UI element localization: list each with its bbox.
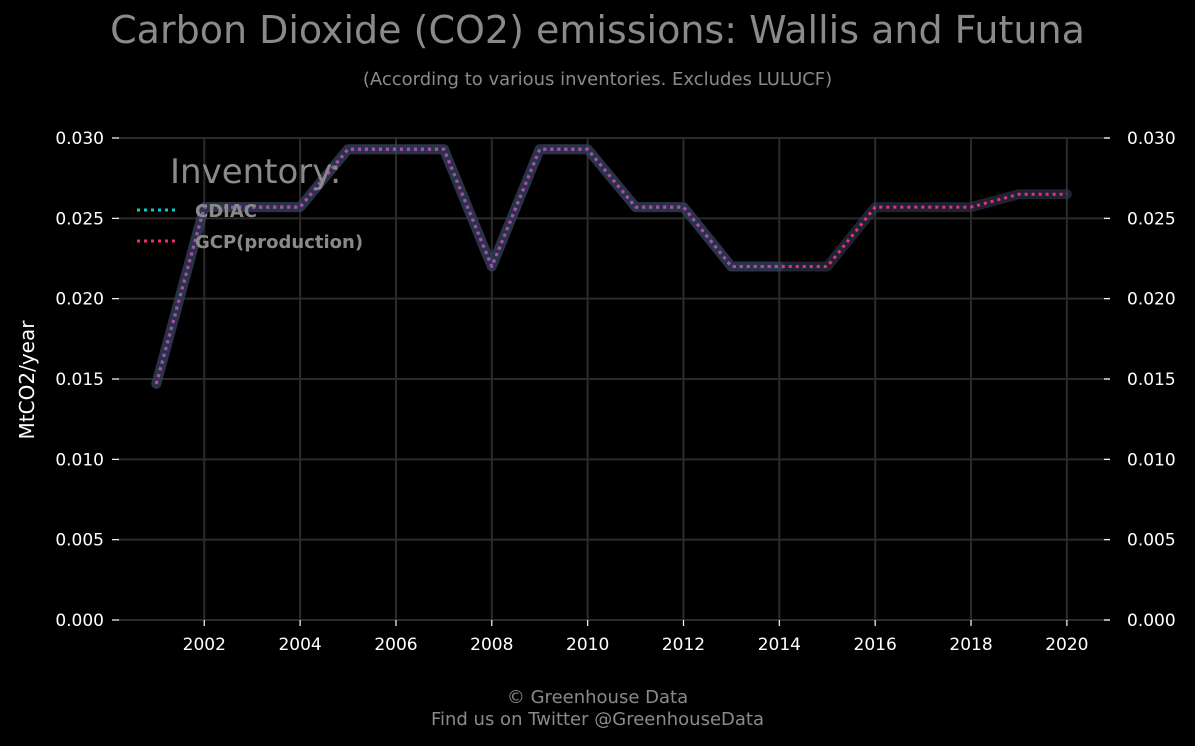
y-tick-label-left: 0.025: [55, 209, 104, 229]
y-tick-label-right: 0.000: [1127, 611, 1176, 631]
x-tick-label: 2014: [758, 635, 801, 655]
x-tick-label: 2018: [949, 635, 992, 655]
x-tick-label: 2020: [1045, 635, 1088, 655]
axes: 0.000 0.000 0.005 0.005 0.010 0.010 0.015 0.015…: [15, 129, 1176, 655]
y-tick-label-right: 0.030: [1127, 129, 1176, 149]
x-tick-label: 2004: [278, 635, 321, 655]
x-tick-label: 2012: [662, 635, 705, 655]
chart-subtitle: (According to various inventories. Exclu…: [362, 69, 833, 90]
legend-label: GCP(production): [195, 232, 363, 253]
y-tick-label-left: 0.000: [55, 611, 104, 631]
y-tick-label-left: 0.015: [55, 370, 104, 390]
y-tick-label-left: 0.010: [55, 450, 104, 470]
y-tick-label-right: 0.015: [1127, 370, 1176, 390]
y-tick-label-left: 0.020: [55, 290, 104, 310]
y-tick-label-right: 0.005: [1127, 531, 1176, 551]
y-axis-label: MtCO2/year: [15, 320, 39, 440]
x-tick-label: 2002: [183, 635, 226, 655]
x-tick-label: 2016: [854, 635, 897, 655]
footer-twitter: Find us on Twitter @GreenhouseData: [430, 709, 765, 730]
y-tick-label-right: 0.025: [1127, 209, 1176, 229]
grid: [118, 137, 1110, 621]
series: [151, 144, 1072, 389]
y-tick-label-right: 0.010: [1127, 450, 1176, 470]
series-line-gcp-production: [154, 147, 1067, 385]
x-tick-label: 2006: [374, 635, 417, 655]
x-tick-label: 2008: [470, 635, 513, 655]
legend-label: CDIAC: [195, 201, 257, 222]
chart-title: Carbon Dioxide (CO2) emissions: Wallis a…: [110, 8, 1085, 52]
series-overlap-line: [154, 147, 780, 385]
legend: Inventory: CDIAC GCP(production): [137, 152, 363, 253]
y-tick-label-right: 0.020: [1127, 290, 1176, 310]
legend-title: Inventory:: [170, 152, 341, 192]
y-tick-label-left: 0.005: [55, 531, 104, 551]
y-tick-label-left: 0.030: [55, 129, 104, 149]
footer-credit: © Greenhouse Data: [506, 687, 689, 708]
x-tick-label: 2010: [566, 635, 609, 655]
